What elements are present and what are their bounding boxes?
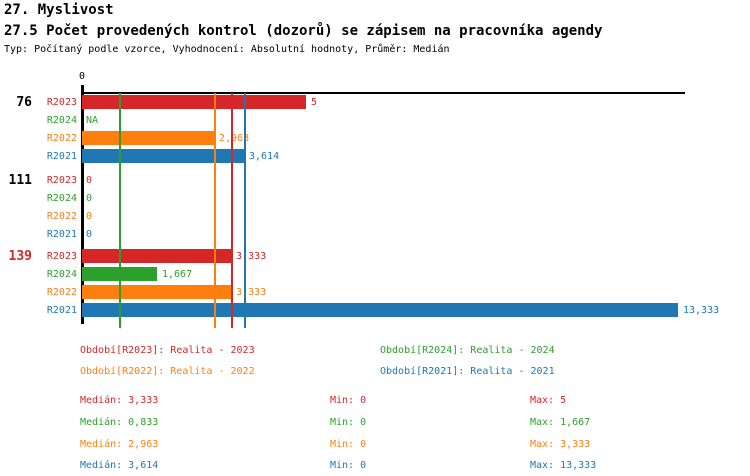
- bar-value-label: 2,963: [219, 133, 250, 144]
- bar-value-label: 3,614: [249, 151, 280, 162]
- group-label: 76: [16, 95, 32, 110]
- stat-median-r2022: Medián: 2,963: [80, 439, 159, 450]
- bar-value-label: NA: [86, 115, 99, 126]
- bar-row-label: R2021: [46, 229, 77, 240]
- bar: [82, 95, 306, 109]
- bar-value-label: 0: [86, 175, 93, 186]
- bar-value-label: 5: [311, 97, 318, 108]
- stat-max-r2021: Max: 13,333: [530, 460, 597, 471]
- bar-row-label: R2022: [46, 133, 77, 144]
- median-line-r2021: [244, 93, 246, 328]
- bar: [82, 131, 214, 145]
- median-line-r2022: [214, 93, 216, 328]
- bar-value-label: 0: [86, 211, 93, 222]
- y-axis-line: [81, 85, 84, 324]
- bar-value-label: 1,667: [162, 269, 193, 280]
- bar: [82, 285, 231, 299]
- bar: [82, 149, 244, 163]
- group-label: 111: [8, 173, 32, 188]
- x-axis-origin-label: 0: [78, 71, 86, 82]
- stat-max-r2022: Max: 3,333: [530, 439, 591, 450]
- stat-max-r2023: Max: 5: [530, 395, 567, 406]
- stat-median-r2024: Medián: 0,833: [80, 417, 159, 428]
- bar: [82, 303, 678, 317]
- bar-row-label: R2022: [46, 287, 77, 298]
- bar-value-label: 3,333: [236, 251, 267, 262]
- bar-row-label: R2023: [46, 175, 77, 186]
- bar-value-label: 13,333: [683, 305, 720, 316]
- legend-item-r2021: Období[R2021]: Realita - 2021: [380, 366, 555, 377]
- stat-median-r2023: Medián: 3,333: [80, 395, 159, 406]
- bar-row-label: R2024: [46, 269, 77, 280]
- legend-item-r2023: Období[R2023]: Realita - 2023: [80, 345, 255, 356]
- median-line-r2024: [119, 93, 121, 328]
- bar-value-label: 0: [86, 193, 93, 204]
- group-label: 139: [8, 249, 32, 264]
- bar-value-label: 3,333: [236, 287, 267, 298]
- bar-row-label: R2021: [46, 151, 77, 162]
- bar-row-label: R2021: [46, 305, 77, 316]
- chart-title: 27.5 Počet provedených kontrol (dozorů) …: [4, 23, 603, 39]
- chart-meta: Typ: Počítaný podle vzorce, Vyhodnocení:…: [4, 44, 450, 55]
- bar-value-label: 0: [86, 229, 93, 240]
- stat-median-r2021: Medián: 3,614: [80, 460, 159, 471]
- stat-min-r2021: Min: 0: [330, 460, 367, 471]
- stat-min-r2023: Min: 0: [330, 395, 367, 406]
- bar: [82, 249, 231, 263]
- report-title: 27. Myslivost: [4, 2, 114, 18]
- bar-row-label: R2024: [46, 115, 77, 126]
- bar-row-label: R2024: [46, 193, 77, 204]
- stat-max-r2024: Max: 1,667: [530, 417, 591, 428]
- x-axis-line: [81, 92, 685, 94]
- median-line-r2023: [231, 93, 233, 328]
- stat-min-r2022: Min: 0: [330, 439, 367, 450]
- legend-item-r2024: Období[R2024]: Realita - 2024: [380, 345, 555, 356]
- bar-row-label: R2023: [46, 251, 77, 262]
- legend-item-r2022: Období[R2022]: Realita - 2022: [80, 366, 255, 377]
- bar-row-label: R2022: [46, 211, 77, 222]
- bar-row-label: R2023: [46, 97, 77, 108]
- stat-min-r2024: Min: 0: [330, 417, 367, 428]
